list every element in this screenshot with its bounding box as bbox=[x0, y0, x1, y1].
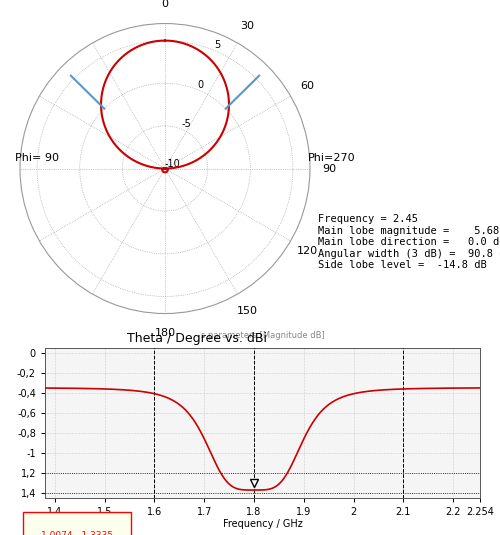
X-axis label: Frequency / GHz: Frequency / GHz bbox=[222, 519, 302, 529]
Title: Theta / Degree vs. dBi: Theta / Degree vs. dBi bbox=[127, 332, 267, 345]
Text: 1.0074, -1.3335: 1.0074, -1.3335 bbox=[40, 531, 113, 535]
Text: Phi= 90: Phi= 90 bbox=[15, 153, 59, 163]
Text: Phi=270: Phi=270 bbox=[308, 153, 355, 163]
Text: s parameters [Magnitude dB]: s parameters [Magnitude dB] bbox=[200, 331, 324, 340]
Text: Frequency = 2.45
Main lobe magnitude =    5.68 dBi
Main lobe direction =   0.0 d: Frequency = 2.45 Main lobe magnitude = 5… bbox=[318, 214, 500, 270]
